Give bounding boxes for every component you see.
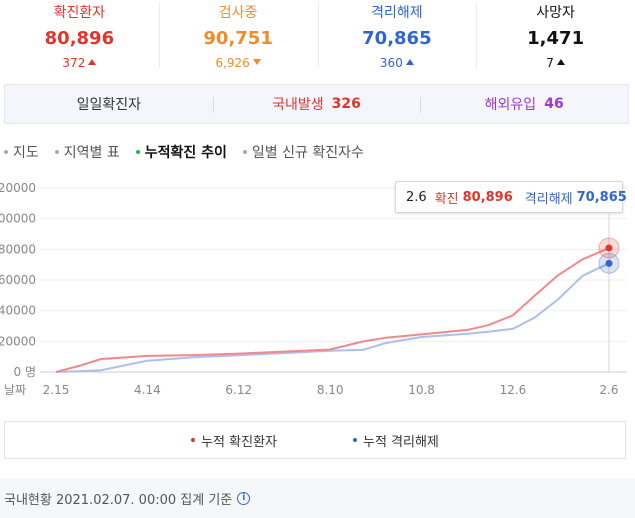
x-tick-label: 12.6: [500, 383, 527, 397]
stat-testing[interactable]: 검사중 90,751 6,926: [158, 0, 318, 76]
chart-legend: 누적 확진환자 누적 격리해제: [4, 421, 626, 459]
y-tick-label: 120000: [0, 181, 36, 195]
bullet-icon: [4, 150, 8, 154]
view-label: 누적확진 추이: [144, 145, 227, 161]
stat-label: 사망자: [536, 5, 575, 21]
legend-label: 누적 확진환자: [201, 434, 277, 450]
increase-arrow-icon: [405, 59, 414, 65]
x-tick-label: 4.14: [134, 383, 161, 397]
legend-dot-icon: [191, 438, 196, 442]
delta-value: 360: [379, 56, 403, 70]
stat-delta: 6,926: [159, 56, 318, 70]
legend-label: 누적 격리해제: [363, 434, 439, 450]
y-tick-label: 0 명: [14, 365, 37, 379]
tab-label: 일일확진자: [76, 97, 142, 113]
x-axis-label: 날짜: [4, 383, 26, 397]
view-region-table[interactable]: 지역별 표: [54, 143, 120, 161]
x-tick-label: 2.6: [599, 383, 618, 397]
tooltip-confirmed-label: 확진: [434, 191, 459, 207]
cumulative-chart[interactable]: 0 명 20000 40000 60000 80000 100000 120000 날짜 2.1…: [0, 170, 635, 400]
stat-value: 1,471: [527, 28, 585, 49]
stat-value: 80,896: [44, 28, 115, 49]
stat-value: 90,751: [203, 28, 273, 49]
view-cumulative-trend[interactable]: 누적확진 추이: [135, 143, 227, 161]
bullet-icon: [54, 150, 59, 154]
series-line-confirmed: [55, 247, 610, 373]
stat-label: 확진환자: [53, 5, 106, 21]
stats-summary: 확진환자 80,896 372 검사중 90,751 6,926 격리해제 70…: [0, 0, 635, 76]
last-point-confirmed: [605, 244, 613, 252]
view-selector: 지도 지역별 표 누적확진 추이 일별 신규 확진자수: [4, 143, 380, 161]
stat-value: 70,865: [362, 28, 432, 49]
series-line-released: [55, 262, 610, 373]
tab-daily-confirmed[interactable]: 일일확진자: [5, 85, 213, 123]
view-label: 일별 신규 확진자수: [251, 145, 364, 161]
tooltip-date: 2.6: [406, 189, 427, 205]
legend-item-released[interactable]: 누적 격리해제: [353, 431, 439, 450]
bullet-icon: [242, 150, 247, 154]
bullet-icon: [135, 150, 140, 154]
delta-value: 6,926: [215, 56, 250, 70]
y-tick-label: 20000: [0, 334, 36, 348]
info-icon[interactable]: i: [237, 491, 251, 505]
x-tick-label: 10.8: [408, 383, 435, 397]
increase-arrow-icon: [556, 59, 565, 65]
stat-confirmed[interactable]: 확진환자 80,896 372: [0, 0, 159, 76]
stat-delta: 360: [318, 56, 477, 70]
footer-text: 국내현황 2021.02.07. 00:00 집계 기준: [4, 492, 233, 508]
delta-value: 7: [546, 56, 554, 70]
tab-count: 326: [331, 96, 361, 112]
view-daily-new[interactable]: 일별 신규 확진자수: [242, 143, 364, 161]
x-tick-label: 2.15: [43, 383, 70, 397]
view-map[interactable]: 지도: [4, 143, 39, 161]
status-footer: 국내현황 2021.02.07. 00:00 집계 기준 i: [0, 478, 635, 518]
stat-delta: 372: [0, 56, 159, 70]
tooltip-confirmed-value: 80,896: [462, 189, 513, 205]
y-tick-label: 80000: [0, 242, 36, 256]
view-label: 지도: [13, 145, 39, 161]
daily-cases-bar: 일일확진자 국내발생 326 해외유입 46: [4, 84, 629, 124]
view-label: 지역별 표: [63, 145, 120, 161]
y-tick-label: 60000: [0, 273, 36, 287]
decrease-arrow-icon: [252, 59, 261, 65]
chart-tooltip: 2.6 확진 80,896 격리해제 70,865: [395, 181, 627, 213]
y-tick-label: 40000: [0, 304, 36, 318]
tab-count: 46: [544, 96, 564, 112]
legend-dot-icon: [353, 438, 357, 442]
last-point-released: [605, 259, 613, 267]
stat-delta: 7: [476, 56, 635, 70]
increase-arrow-icon: [88, 59, 97, 65]
tab-label: 국내발생: [272, 97, 324, 113]
delta-value: 372: [62, 56, 86, 70]
tooltip-released-value: 70,865: [576, 189, 627, 205]
x-tick-label: 8.10: [317, 383, 344, 397]
stat-label: 검사중: [218, 5, 258, 21]
tooltip-released-label: 격리해제: [524, 191, 573, 207]
legend-item-confirmed[interactable]: 누적 확진환자: [191, 431, 277, 450]
tab-label: 해외유입: [484, 97, 537, 113]
stat-label: 격리해제: [371, 5, 423, 21]
tab-overseas[interactable]: 해외유입 46: [420, 85, 628, 123]
tab-domestic[interactable]: 국내발생 326: [212, 85, 421, 123]
stat-deaths[interactable]: 사망자 1,471 7: [476, 0, 635, 76]
y-tick-label: 100000: [0, 212, 36, 226]
stat-released[interactable]: 격리해제 70,865 360: [317, 0, 477, 76]
x-tick-label: 6.12: [225, 383, 252, 397]
